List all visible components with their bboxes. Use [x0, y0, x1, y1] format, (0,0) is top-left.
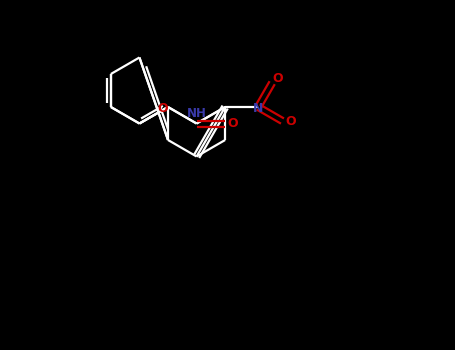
Text: O: O [285, 114, 296, 127]
Text: O: O [273, 72, 283, 85]
Text: NH: NH [187, 107, 207, 120]
Text: O: O [158, 103, 168, 116]
Text: N: N [253, 103, 263, 116]
Text: O: O [228, 117, 238, 130]
